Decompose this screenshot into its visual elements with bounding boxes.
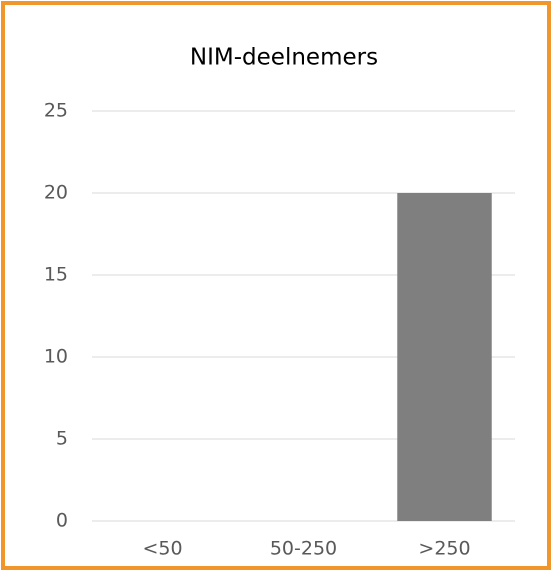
y-tick-label: 20 bbox=[44, 182, 68, 204]
y-tick-label: 0 bbox=[56, 510, 68, 532]
x-tick-label: <50 bbox=[142, 538, 182, 560]
y-tick-label: 25 bbox=[44, 100, 68, 122]
chart-title: NIM-deelnemers bbox=[190, 45, 378, 71]
x-tick-label: >250 bbox=[418, 538, 470, 560]
y-tick-label: 10 bbox=[44, 346, 68, 368]
x-tick-label: 50-250 bbox=[270, 538, 337, 560]
y-tick-label: 15 bbox=[44, 264, 68, 286]
y-tick-label: 5 bbox=[56, 428, 68, 450]
bar bbox=[397, 193, 492, 521]
